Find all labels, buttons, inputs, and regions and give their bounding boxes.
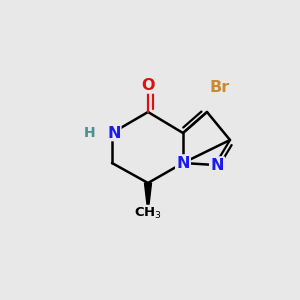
Text: N: N [107,125,121,140]
Text: N: N [176,155,190,170]
Polygon shape [145,183,152,213]
Text: N: N [210,158,224,172]
Text: H: H [84,126,96,140]
Text: CH$_3$: CH$_3$ [134,206,162,220]
Text: Br: Br [210,80,230,94]
Text: O: O [141,77,155,92]
